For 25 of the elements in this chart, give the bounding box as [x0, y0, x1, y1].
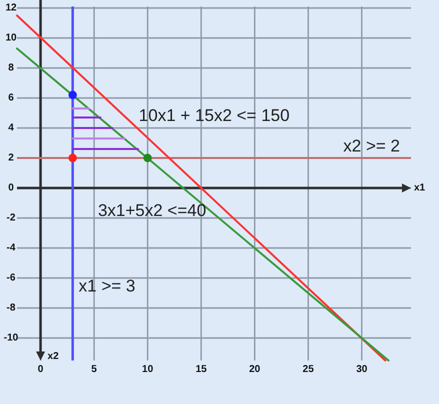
x-tick-label: 30 — [356, 364, 368, 375]
x-tick-label: 25 — [302, 364, 314, 375]
y-tick-label: 6 — [8, 92, 14, 104]
y-axis-title: x2 — [48, 351, 60, 362]
y-tick-label: -10 — [4, 332, 19, 344]
x-tick-label: 0 — [38, 364, 44, 375]
y-tick-label: 8 — [8, 62, 14, 74]
y-tick-label: 4 — [8, 122, 14, 134]
ref-line-label: x2 >= 2 — [343, 136, 400, 156]
y-tick-label: 12 — [5, 2, 17, 14]
y-tick-label: -2 — [6, 212, 16, 224]
y-tick-label: -6 — [6, 272, 16, 284]
series-label: 3x1+5x2 <=40 — [98, 201, 206, 220]
y-tick-label: 10 — [5, 32, 17, 44]
x-tick-label: 5 — [91, 364, 98, 375]
series-label: 10x1 + 15x2 <= 150 — [138, 106, 290, 126]
y-tick-label: 2 — [8, 152, 14, 164]
y-tick-label: -8 — [6, 302, 16, 314]
x-tick-label: 10 — [142, 364, 154, 375]
y-tick-label: -4 — [6, 242, 16, 254]
y-tick-label: 0 — [8, 182, 14, 194]
x-axis-title: x1 — [414, 182, 426, 194]
ref-line-label: x1 >= 3 — [78, 276, 136, 296]
x-tick-label: 20 — [249, 364, 261, 375]
x-tick-label: 15 — [196, 364, 208, 375]
